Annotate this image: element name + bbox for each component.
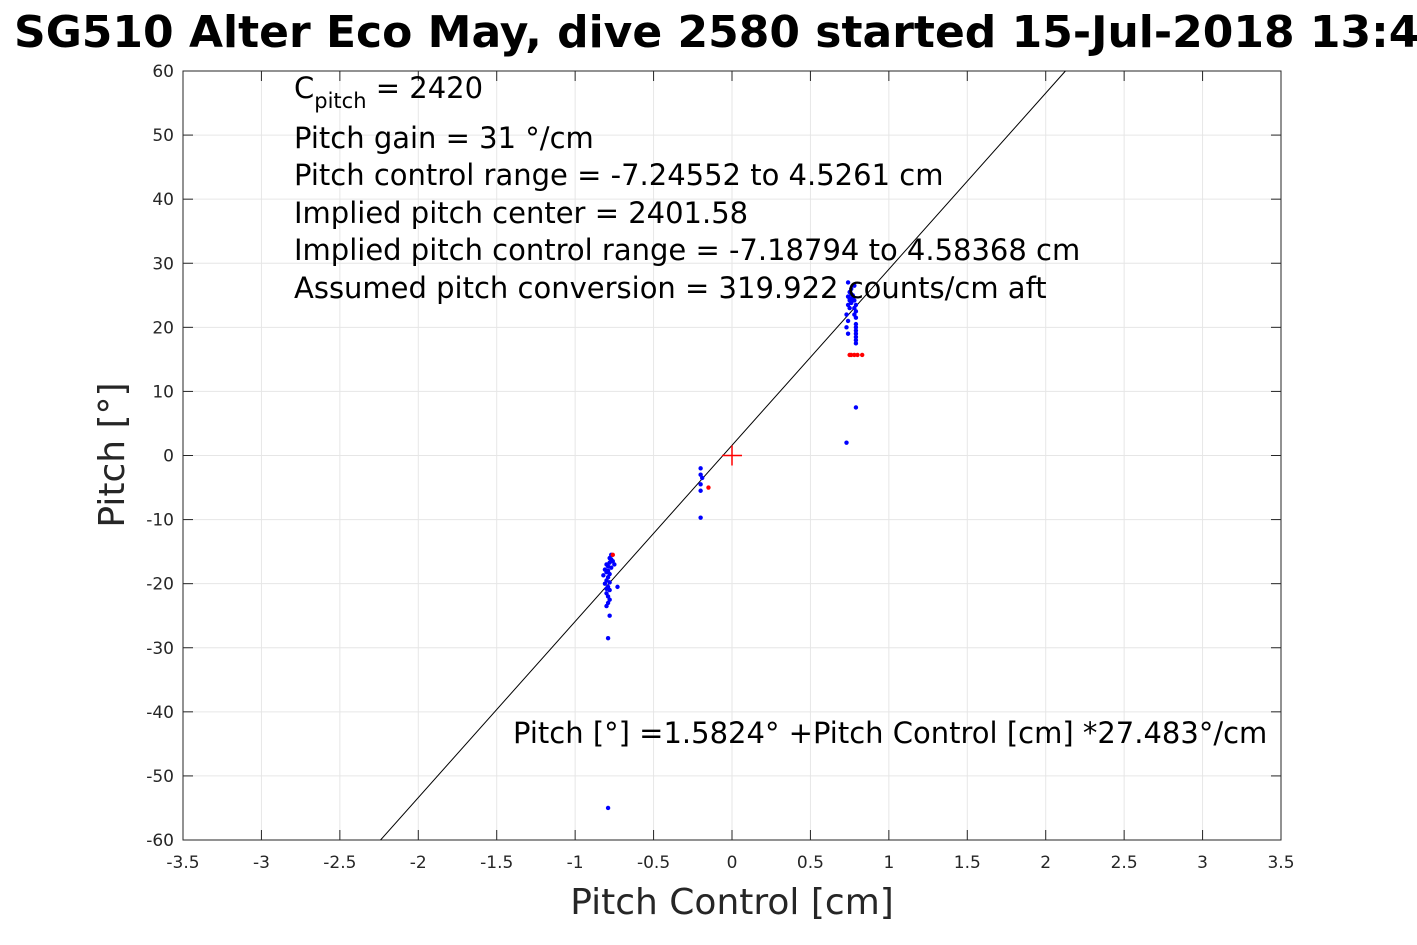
data-point-blue — [605, 805, 611, 811]
x-tick-label: 0 — [727, 853, 738, 873]
chart-title: SG510 Alter Eco May, dive 2580 started 1… — [14, 7, 1417, 58]
data-point-blue — [844, 440, 849, 445]
data-point-blue — [698, 466, 703, 471]
x-tick-label: 3.5 — [1267, 853, 1294, 873]
data-point-blue — [699, 475, 705, 481]
data-point-blue — [845, 331, 851, 336]
y-tick-label: 60 — [152, 62, 174, 82]
y-tick-label: 30 — [152, 254, 174, 274]
y-tick-label: 10 — [152, 382, 174, 402]
data-point-blue — [849, 291, 854, 297]
c-pitch-sub: pitch — [314, 89, 366, 113]
x-tick-label: 1 — [883, 853, 894, 873]
annotation-line: Pitch gain = 31 °/cm — [294, 121, 594, 155]
data-point-blue — [612, 562, 617, 567]
data-point-blue — [601, 573, 606, 578]
plot-area — [380, 70, 1066, 841]
y-axis-ticks: -60 -50 -40 -30 -20 -10 0 10 20 30 40 50 60 — [146, 62, 1281, 851]
data-point-blue — [853, 341, 859, 346]
data-point-blue — [844, 325, 849, 330]
y-tick-label: -40 — [146, 703, 174, 723]
data-point-blue — [853, 325, 859, 330]
x-tick-label: -1 — [567, 853, 584, 873]
x-tick-label: -0.5 — [637, 853, 670, 873]
center-marker — [722, 445, 742, 466]
y-tick-label: -60 — [146, 831, 174, 851]
annotation-block: Cpitch = 2420 Pitch gain = 31 °/cm Pitch… — [294, 71, 1080, 305]
data-point-blue — [853, 328, 859, 333]
grid — [182, 70, 1282, 841]
c-pitch-line: Cpitch = 2420 — [294, 71, 483, 113]
data-point-blue — [605, 635, 611, 641]
data-point-red — [706, 485, 711, 490]
c-pitch-main: C — [294, 71, 314, 105]
y-tick-label: 50 — [152, 126, 174, 146]
data-point-blue — [607, 613, 612, 618]
x-axis-ticks: -3.5 -3 -2.5 -2 -1.5 -1 -0.5 0 0.5 1 1.5 2 2.5 3 3.5 — [166, 71, 1295, 873]
data-point-red — [852, 352, 857, 358]
y-tick-label: 40 — [152, 190, 174, 210]
data-point-blue — [845, 280, 851, 285]
y-tick-label: -20 — [146, 575, 174, 595]
annotation-line: Assumed pitch conversion = 319.922 count… — [294, 271, 1047, 305]
annotation-line: Implied pitch center = 2401.58 — [294, 196, 748, 230]
x-tick-label: 1.5 — [954, 853, 981, 873]
data-point-red — [610, 552, 615, 558]
data-point-blue — [853, 405, 859, 410]
y-tick-label: 20 — [152, 318, 174, 338]
y-tick-label: -30 — [146, 639, 174, 659]
x-tick-label: 2 — [1040, 853, 1051, 873]
data-point-blue — [844, 312, 849, 317]
data-point-blue — [853, 334, 859, 340]
data-point-red — [849, 352, 854, 358]
c-pitch-value: = 2420 — [367, 71, 484, 105]
x-tick-label: 2.5 — [1111, 853, 1138, 873]
x-tick-label: 3 — [1197, 853, 1208, 873]
y-tick-label: 0 — [163, 447, 174, 467]
data-point-blue — [853, 337, 859, 343]
data-point-blue — [853, 321, 859, 327]
x-tick-label: -3.5 — [166, 853, 199, 873]
y-axis-label: Pitch [°] — [92, 382, 133, 527]
data-point-red — [855, 352, 860, 358]
data-point-blue — [604, 591, 609, 596]
x-axis-label: Pitch Control [cm] — [570, 882, 894, 923]
data-point-blue — [845, 318, 851, 324]
x-tick-label: 0.5 — [797, 853, 824, 873]
y-tick-label: -10 — [146, 511, 174, 531]
x-tick-label: -3 — [253, 853, 270, 873]
data-point-blue — [698, 488, 703, 493]
x-tick-label: -2 — [410, 853, 427, 873]
data-point-blue — [849, 300, 854, 306]
data-point-blue — [849, 286, 854, 292]
data-point-blue — [602, 567, 608, 572]
data-point-blue — [604, 586, 609, 591]
data-points — [601, 280, 865, 811]
annotation-line: Pitch control range = -7.24552 to 4.5261… — [294, 158, 943, 192]
data-point-blue — [853, 315, 859, 320]
data-point-blue — [615, 584, 620, 590]
data-point-red — [859, 352, 865, 358]
data-point-blue — [698, 515, 703, 520]
fit-equation: Pitch [°] =1.5824° +Pitch Control [cm] *… — [513, 716, 1267, 750]
data-point-blue — [853, 331, 859, 336]
y-tick-label: -50 — [146, 767, 174, 787]
data-point-blue — [845, 294, 851, 299]
data-point-blue — [852, 283, 857, 288]
x-tick-label: -1.5 — [480, 853, 513, 873]
data-point-blue — [698, 482, 703, 487]
annotation-line: Implied pitch control range = -7.18794 t… — [294, 233, 1080, 267]
x-tick-label: -2.5 — [323, 853, 356, 873]
